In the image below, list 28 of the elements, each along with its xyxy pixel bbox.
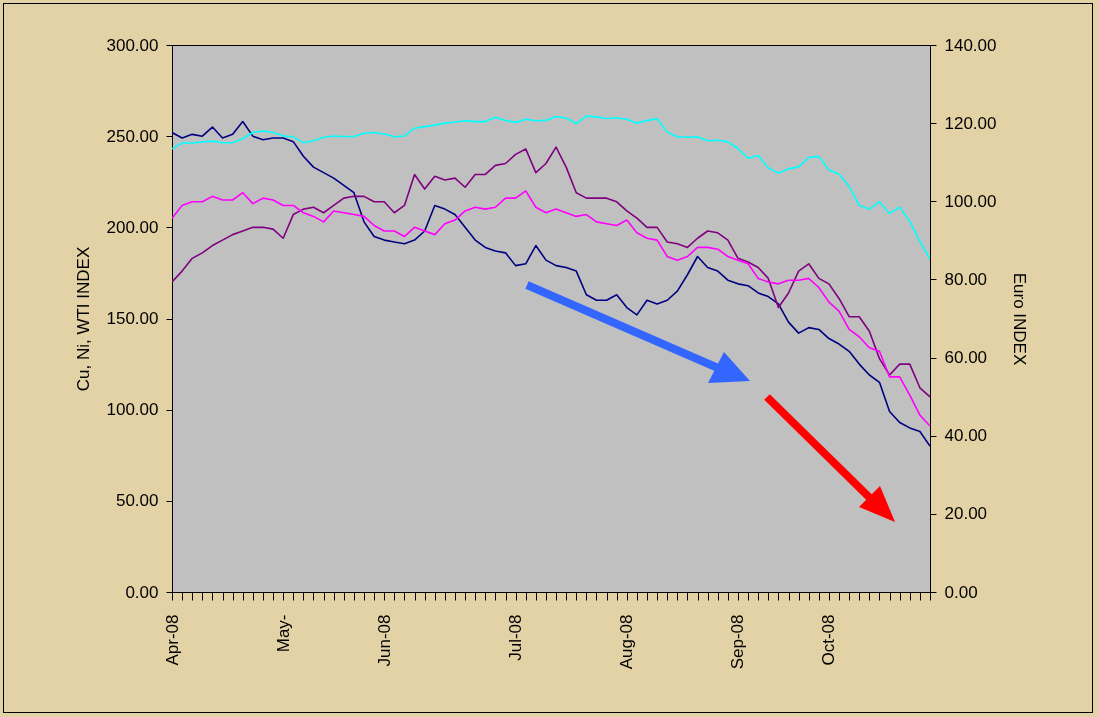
line-series [172, 115, 930, 260]
y-tick-label: 200.00 [106, 217, 159, 237]
x-tick-label: Sep-08 [728, 614, 748, 670]
line-series [172, 146, 930, 398]
x-tick-label: Apr-08 [162, 614, 182, 666]
y2-tick-label: 0.00 [944, 582, 978, 602]
y-tick-label: 100.00 [106, 400, 159, 420]
y-tick-label: 0.00 [125, 582, 159, 602]
y2-tick-label: 80.00 [944, 269, 988, 289]
y-tick-label: 300.00 [106, 35, 159, 55]
line-series [172, 120, 930, 447]
x-tick-label: Jun-08 [374, 614, 394, 667]
y-tick-label: 150.00 [106, 309, 159, 328]
y2-tick-label: 100.00 [944, 191, 997, 211]
y2-axis-title: Euro INDEX [1010, 272, 1030, 366]
line-series [172, 190, 930, 427]
x-tick-label: May- [273, 614, 293, 653]
y-tick-label: 250.00 [106, 126, 159, 146]
y2-tick-label: 140.00 [944, 35, 997, 55]
y2-tick-label: 20.00 [944, 504, 988, 524]
y-tick-label: 50.00 [115, 491, 159, 511]
y2-tick-label: 40.00 [944, 426, 988, 446]
y2-tick-label: 120.00 [944, 113, 997, 133]
x-tick-label: Oct-08 [819, 614, 839, 666]
y-axis-title: Cu, Ni, WTI INDEX [73, 246, 93, 392]
x-tick-label: Aug-08 [617, 614, 637, 670]
x-tick-label: Jul-08 [506, 614, 526, 661]
y2-tick-label: 60.00 [944, 348, 988, 368]
